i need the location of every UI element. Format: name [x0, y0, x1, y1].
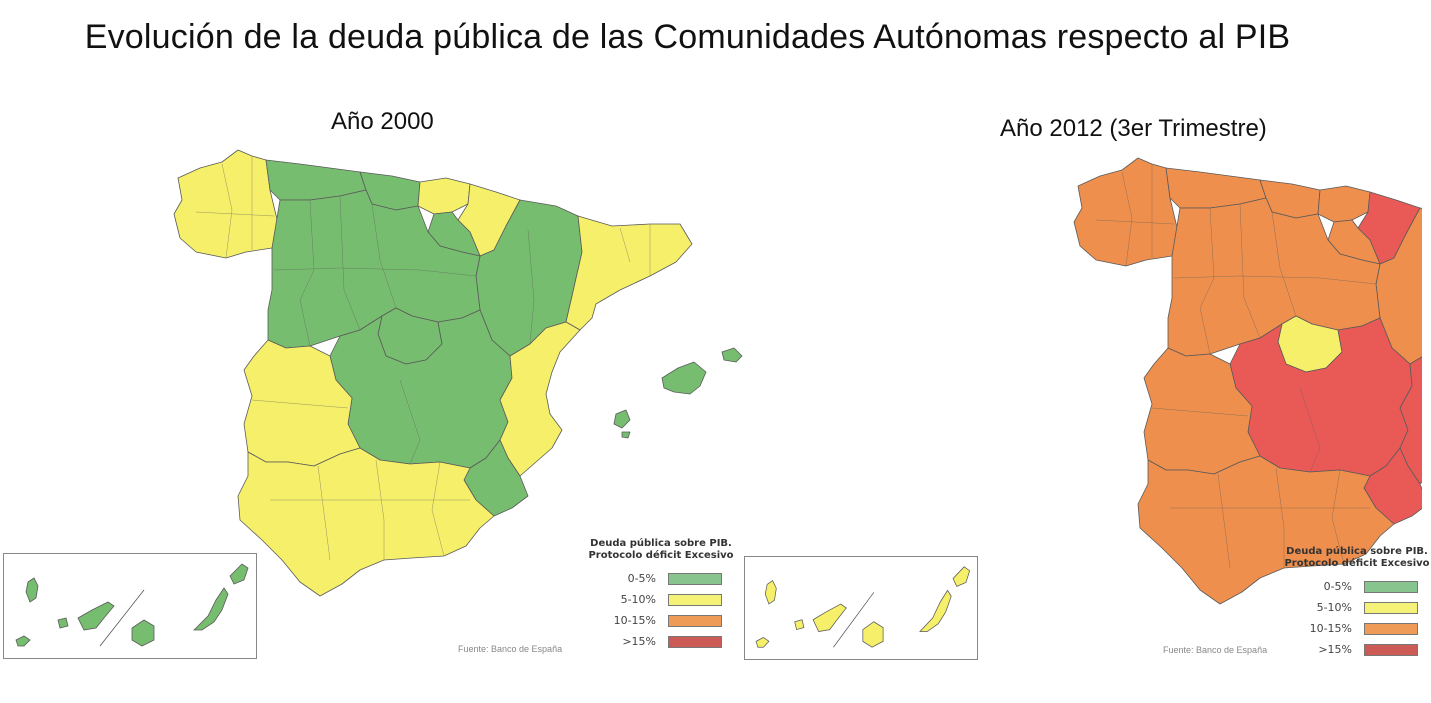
legend-title-line2: Protocolo déficit Excesivo — [1284, 558, 1430, 569]
map-2012-title: Año 2012 (3er Trimestre) — [1000, 115, 1267, 142]
legend-swatch — [1364, 623, 1418, 635]
source-2000: Fuente: Banco de España — [458, 644, 563, 654]
legend-swatch — [668, 594, 722, 606]
legend-title-line1: Deuda pública sobre PIB. — [1286, 546, 1428, 557]
canarias-inset-2000 — [3, 553, 257, 659]
legend-label: >15% — [1318, 643, 1352, 656]
legend-2000: Deuda pública sobre PIB. Protocolo défic… — [586, 538, 736, 652]
legend-label: 5-10% — [620, 593, 656, 606]
legend-label: 0-5% — [1323, 580, 1352, 593]
region-andalucia — [237, 447, 495, 597]
island-la-palma — [764, 579, 777, 605]
legend-item: 0-5% — [586, 568, 736, 589]
legend-2012: Deuda pública sobre PIB. Protocolo défic… — [1282, 546, 1431, 660]
region-baleares-formentera — [621, 431, 631, 439]
legend-swatch — [1364, 581, 1418, 593]
legend-item: 10-15% — [1282, 618, 1431, 639]
region-galicia — [173, 149, 281, 259]
region-andalucia — [1137, 455, 1395, 605]
legend-label: 5-10% — [1316, 601, 1352, 614]
island-fuerteventura — [919, 589, 952, 632]
island-lanzarote — [952, 566, 971, 587]
island-gran-canaria — [131, 619, 155, 647]
legend-title-line2: Protocolo déficit Excesivo — [588, 550, 734, 561]
legend-item: >15% — [1282, 639, 1431, 660]
page-title: Evolución de la deuda pública de las Com… — [84, 18, 1291, 56]
legend-label: >15% — [622, 635, 656, 648]
canarias-map-2012 — [755, 566, 971, 648]
legend-swatch — [1364, 602, 1418, 614]
island-la-gomera — [57, 617, 69, 629]
legend-swatch — [668, 573, 722, 585]
island-la-palma — [25, 577, 39, 603]
island-el-hierro — [755, 636, 770, 648]
region-pais-vasco — [1317, 185, 1371, 223]
legend-swatch — [1364, 644, 1418, 656]
island-lanzarote — [229, 563, 249, 585]
region-baleares-ibiza — [613, 409, 631, 429]
legend-label: 0-5% — [627, 572, 656, 585]
island-tenerife — [812, 603, 847, 632]
legend-item: 10-15% — [586, 610, 736, 631]
island-gran-canaria — [862, 621, 884, 648]
island-fuerteventura — [193, 587, 229, 631]
region-pais-vasco — [417, 177, 471, 215]
source-2012: Fuente: Banco de España — [1163, 645, 1268, 655]
region-cataluna — [565, 215, 693, 331]
island-el-hierro — [15, 635, 31, 647]
legend-item: >15% — [586, 631, 736, 652]
map-2000-title: Año 2000 — [331, 108, 434, 135]
canarias-map-2000 — [15, 563, 249, 647]
region-baleares-mallorca — [661, 361, 707, 395]
legend-item: 0-5% — [1282, 576, 1431, 597]
legend-label: 10-15% — [613, 614, 656, 627]
legend-item: 5-10% — [586, 589, 736, 610]
canarias-inset-2012 — [744, 556, 978, 660]
island-tenerife — [77, 601, 115, 631]
legend-title-line1: Deuda pública sobre PIB. — [590, 538, 732, 549]
region-galicia — [1073, 157, 1181, 267]
island-la-gomera — [794, 619, 805, 631]
legend-item: 5-10% — [1282, 597, 1431, 618]
map-2012 — [1073, 157, 1422, 605]
legend-swatch — [668, 615, 722, 627]
region-baleares-menorca — [721, 347, 743, 363]
legend-label: 10-15% — [1309, 622, 1352, 635]
legend-swatch — [668, 636, 722, 648]
